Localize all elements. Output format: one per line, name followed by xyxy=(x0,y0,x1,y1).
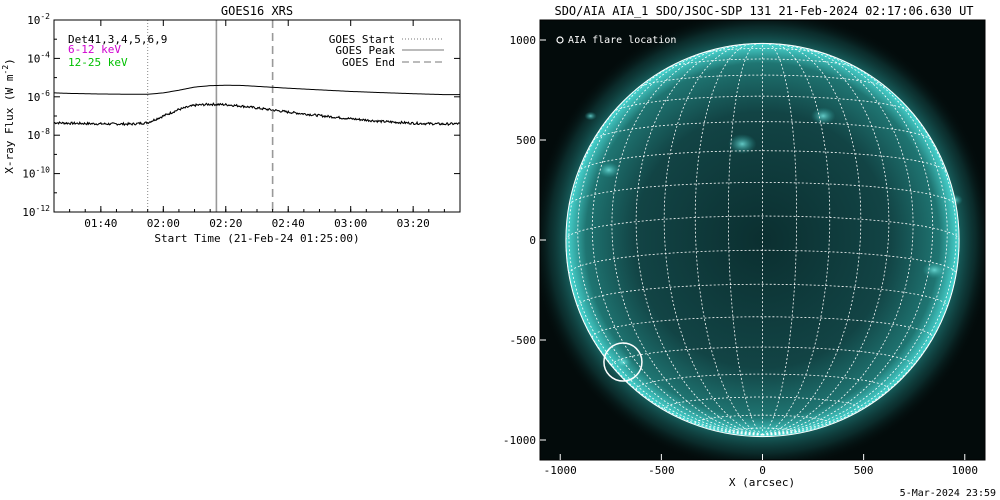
aia-latitude-line xyxy=(577,150,948,173)
aia-latitude-line xyxy=(592,121,933,141)
goes-x-tick-label: 02:00 xyxy=(147,217,180,230)
aia-longitude-line xyxy=(568,79,763,436)
goes-y-axis-label: X-ray Flux (W m-2) xyxy=(1,58,16,174)
aia-longitude-line xyxy=(663,43,763,436)
aia-solar-disk xyxy=(565,43,960,437)
aia-longitude-line xyxy=(762,48,934,436)
legend-goes-start: GOES Start xyxy=(329,33,395,46)
aia-x-tick-label: -1000 xyxy=(544,464,577,477)
legend-goes-end: GOES End xyxy=(342,56,395,69)
legend-12-25-kev: 12-25 keV xyxy=(68,56,128,69)
footer-timestamp: 5-Mar-2024 23:59 xyxy=(900,488,996,499)
aia-longitude-line xyxy=(762,54,948,436)
aia-y-tick-label: 1000 xyxy=(510,34,537,47)
aia-latitude-line xyxy=(565,215,960,241)
aia-y-tick-label: -500 xyxy=(510,334,537,347)
aia-bright-region xyxy=(922,261,947,279)
aia-latitude-line xyxy=(694,414,831,424)
aia-heliographic-grid xyxy=(565,42,960,438)
aia-longitude-line xyxy=(694,43,763,436)
aia-x-tick-label: 1000 xyxy=(952,464,979,477)
legend-goes-peak: GOES Peak xyxy=(335,44,395,57)
goes-y-tick-label: 10-6 xyxy=(27,89,50,104)
goes-y-axis: 10-12 10-10 10-8 10-6 10-4 10-2 xyxy=(22,12,460,219)
goes-panel: GOES16 XRS 10-12 10-10 10-8 10-6 10-4 10-2 01… xyxy=(1,4,461,245)
aia-bright-regions xyxy=(584,107,963,369)
aia-bright-region xyxy=(613,355,633,369)
aia-y-tick-label: 0 xyxy=(529,234,536,247)
goes-markers xyxy=(147,20,274,212)
goes-y-tick-label: 10-4 xyxy=(27,50,50,65)
aia-longitude-line xyxy=(762,43,831,436)
aia-longitude-line xyxy=(611,45,763,436)
legend-6-12-kev: 6-12 keV xyxy=(68,43,121,56)
aia-x-tick-label: 500 xyxy=(854,464,874,477)
aia-x-tick-label: -500 xyxy=(648,464,675,477)
aia-x-tick-label: 0 xyxy=(759,464,766,477)
aia-image: AIA flare location xyxy=(540,20,985,460)
goes-x-tick-label: 02:40 xyxy=(272,217,305,230)
goes-x-tick-label: 03:00 xyxy=(334,217,367,230)
aia-longitude-line xyxy=(577,54,763,436)
aia-bright-region xyxy=(728,134,757,154)
aia-longitude-line xyxy=(762,44,890,436)
aia-bright-region xyxy=(584,111,597,121)
goes-x-tick-label: 01:40 xyxy=(84,217,117,230)
aia-longitude-line xyxy=(591,48,763,436)
aia-longitude-line xyxy=(762,43,797,436)
goes-x-axis: 01:40 02:00 02:20 02:40 03:00 03:20 xyxy=(53,20,461,230)
aia-legend-text: AIA flare location xyxy=(568,35,676,46)
aia-y-axis: -1000 -500 0 500 1000 xyxy=(503,34,546,447)
goes-series xyxy=(54,84,460,127)
goes-y-tick-label: 10-10 xyxy=(22,166,50,181)
aia-latitude-line xyxy=(612,95,913,113)
aia-y-tick-label: 500 xyxy=(516,134,536,147)
aia-legend-marker xyxy=(556,36,564,44)
aia-limb-circle xyxy=(565,42,960,438)
legend-detectors: Det41,3,4,5,6,9 xyxy=(68,33,167,46)
aia-title: SDO/AIA AIA_1 SDO/JSOC-SDP 131 21-Feb-20… xyxy=(554,4,973,18)
aia-x-axis-label: X (arcsec) xyxy=(729,476,795,489)
aia-x-axis: -1000 -500 0 500 1000 xyxy=(544,454,978,477)
goes-y-tick-label: 10-8 xyxy=(27,127,50,142)
aia-y-tick-label: -1000 xyxy=(503,434,536,447)
aia-longitude-line xyxy=(728,43,763,436)
aia-longitude-line xyxy=(635,44,763,436)
goes-series-short xyxy=(54,102,460,127)
aia-latitude-line xyxy=(667,58,858,69)
goes-x-axis-label: Start Time (21-Feb-24 01:25:00) xyxy=(154,232,359,245)
goes-legend-left: Det41,3,4,5,6,9 6-12 keV 12-25 keV xyxy=(68,33,167,69)
aia-latitude-line xyxy=(728,427,797,433)
aia-longitude-line xyxy=(762,79,957,436)
goes-x-tick-label: 03:20 xyxy=(397,217,430,230)
aia-bright-region xyxy=(597,162,620,178)
aia-bright-region xyxy=(811,107,836,125)
aia-panel: SDO/AIA AIA_1 SDO/JSOC-SDP 131 21-Feb-20… xyxy=(503,4,986,489)
aia-longitude-line xyxy=(762,45,914,436)
goes-title: GOES16 XRS xyxy=(221,4,293,18)
goes-legend-right: GOES Start GOES Peak GOES End xyxy=(329,33,444,69)
goes-x-tick-label: 02:20 xyxy=(209,217,242,230)
aia-flare-location-circle xyxy=(603,342,643,382)
aia-latitude-line xyxy=(637,74,888,89)
goes-y-tick-label: 10-2 xyxy=(27,12,50,27)
goes-series-long xyxy=(54,84,460,96)
aia-longitude-line xyxy=(762,43,862,436)
goes-y-tick-label: 10-12 xyxy=(22,204,50,219)
